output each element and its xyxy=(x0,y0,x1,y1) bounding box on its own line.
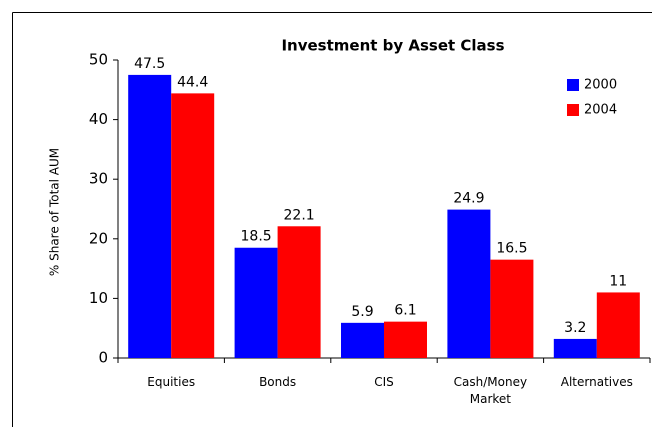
y-tick-label: 30 xyxy=(89,170,108,188)
y-tick-label: 10 xyxy=(89,289,108,307)
y-tick-label: 20 xyxy=(89,229,108,247)
bar xyxy=(384,321,427,358)
data-label: 16.5 xyxy=(496,241,527,257)
data-label: 22.1 xyxy=(284,207,315,223)
data-label: 44.4 xyxy=(177,74,208,90)
y-axis-label: % Share of Total AUM xyxy=(48,148,62,276)
bar xyxy=(490,259,534,358)
y-tick-label: 0 xyxy=(98,349,108,367)
y-tick-label: 50 xyxy=(89,51,108,69)
data-label: 11 xyxy=(609,273,627,289)
data-label: 6.1 xyxy=(394,303,416,319)
legend-label: 2004 xyxy=(584,103,617,118)
data-label: 24.9 xyxy=(453,191,484,207)
x-tick-label: Equities xyxy=(147,375,196,389)
data-label: 5.9 xyxy=(351,304,373,320)
bar xyxy=(447,209,491,358)
bar xyxy=(277,226,321,358)
data-label: 3.2 xyxy=(564,320,586,336)
y-tick-label: 40 xyxy=(89,110,108,128)
bar xyxy=(128,74,172,359)
bar xyxy=(596,292,640,358)
legend-swatch xyxy=(567,104,579,116)
x-tick-label: CIS xyxy=(374,375,394,389)
data-label: 18.5 xyxy=(241,229,272,245)
bar xyxy=(341,322,384,358)
legend-swatch xyxy=(567,79,579,91)
x-tick-label: Bonds xyxy=(259,375,297,389)
chart-title: Investment by Asset Class xyxy=(281,37,504,55)
x-tick-label: Cash/Money Market xyxy=(453,375,528,406)
bar xyxy=(553,338,597,358)
legend-label: 2000 xyxy=(584,78,617,93)
bar xyxy=(171,93,215,358)
bar xyxy=(234,247,278,358)
data-label: 47.5 xyxy=(134,56,165,72)
x-tick-label: Alternatives xyxy=(560,375,633,389)
